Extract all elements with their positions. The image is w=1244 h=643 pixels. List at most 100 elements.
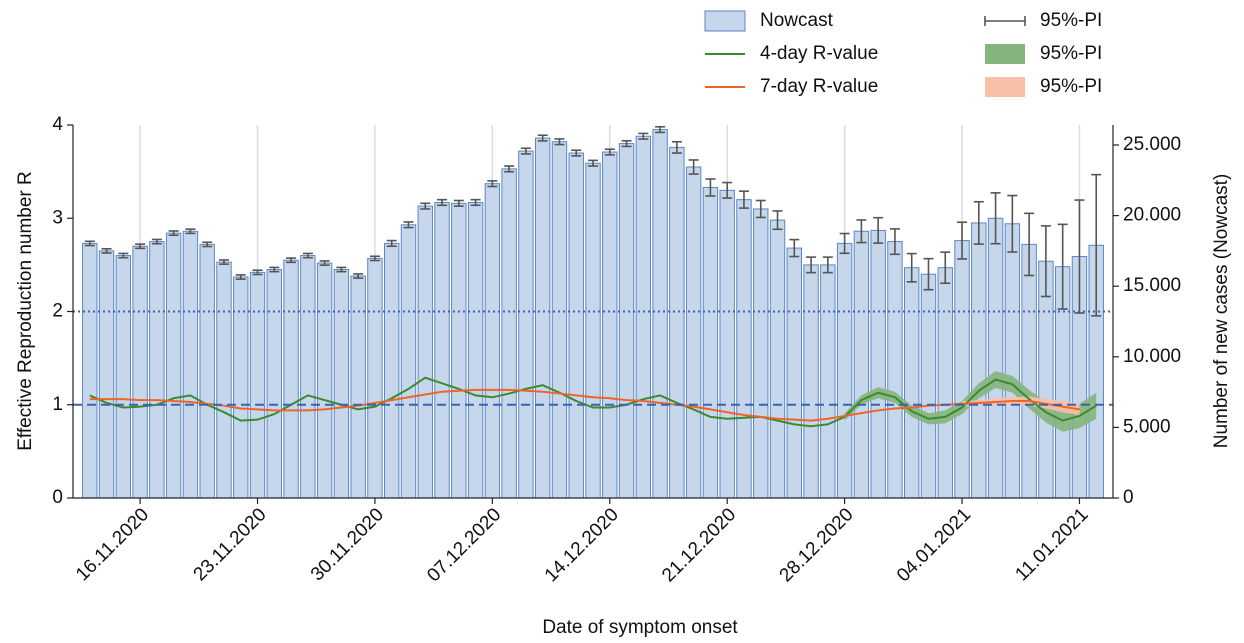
bar xyxy=(283,259,299,499)
bar xyxy=(451,202,467,499)
bar xyxy=(434,201,450,499)
error-bar xyxy=(135,243,146,250)
bar xyxy=(467,201,484,499)
error-bar xyxy=(655,125,666,134)
x-tick-label: 23.11.2020 xyxy=(190,504,271,585)
bar xyxy=(853,230,870,499)
x-tick-label: 16.11.2020 xyxy=(72,504,153,585)
bar xyxy=(685,166,702,499)
error-bar xyxy=(957,221,968,260)
error-bar xyxy=(319,260,330,266)
error-bar xyxy=(202,241,213,248)
bar xyxy=(149,241,165,499)
line xyxy=(89,376,1097,428)
bar xyxy=(400,224,417,499)
error-bar xyxy=(369,255,380,262)
bar xyxy=(652,129,668,499)
bar xyxy=(870,229,886,499)
y-tick-label: 4 xyxy=(52,114,63,135)
error-bar xyxy=(470,198,481,207)
bar xyxy=(618,143,635,499)
error-bar xyxy=(286,257,297,264)
error-bar xyxy=(1040,225,1051,298)
bar xyxy=(350,275,366,499)
bar xyxy=(954,240,970,499)
legend-label: 4-day R-value xyxy=(760,43,878,64)
legend-swatch xyxy=(985,44,1025,64)
error-bar xyxy=(185,228,196,235)
error-bar xyxy=(453,199,464,207)
bar xyxy=(367,257,383,499)
x-axis-title: Date of symptom onset xyxy=(542,617,738,638)
error-bar xyxy=(705,178,716,197)
bar xyxy=(920,273,937,499)
y2-tick-label: 25.000 xyxy=(1123,134,1181,155)
error-bar xyxy=(806,256,817,274)
legend-label: Nowcast xyxy=(760,10,834,31)
bar xyxy=(182,230,199,499)
error-bar xyxy=(151,238,162,245)
x-tick-label: 11.01.2021 xyxy=(1011,504,1092,585)
error-bar xyxy=(856,219,867,244)
bar xyxy=(199,243,215,499)
error-bar xyxy=(738,190,749,209)
y2-tick-label: 10.000 xyxy=(1123,346,1181,367)
error-bar xyxy=(353,273,364,279)
bar xyxy=(568,152,584,499)
bar xyxy=(132,245,148,499)
bar xyxy=(702,186,719,499)
error-bar xyxy=(923,257,934,291)
error-bar xyxy=(1007,194,1018,253)
legend-label: 95%-PI xyxy=(1040,10,1102,31)
error-bar xyxy=(403,221,414,229)
bar xyxy=(887,241,903,499)
bar xyxy=(82,242,98,499)
y-tick-label: 2 xyxy=(52,301,63,322)
bar xyxy=(669,146,685,499)
error-bar xyxy=(302,252,313,259)
bar xyxy=(333,269,350,499)
error-bar xyxy=(235,274,246,280)
error-bar xyxy=(873,216,884,244)
error-bar xyxy=(688,159,699,175)
y-tick-label: 0 xyxy=(52,487,63,508)
error-bar xyxy=(218,259,229,265)
bar xyxy=(266,269,283,499)
legend-label: 95%-PI xyxy=(1040,76,1102,97)
bar xyxy=(115,255,132,499)
error-bar xyxy=(252,269,263,276)
bar xyxy=(719,189,735,499)
error-bar xyxy=(537,134,548,142)
bar xyxy=(736,199,752,499)
error-bar xyxy=(118,252,129,259)
bar xyxy=(383,242,400,499)
legend-swatch xyxy=(984,16,1026,26)
line xyxy=(89,388,1080,422)
error-bar xyxy=(839,232,850,255)
x-tick-label: 30.11.2020 xyxy=(307,504,388,585)
error-bar xyxy=(269,266,280,273)
error-bar xyxy=(420,202,431,210)
bar xyxy=(769,219,786,499)
error-bar xyxy=(722,181,733,199)
bar xyxy=(937,267,953,499)
bar xyxy=(98,250,115,499)
y2-tick-label: 0 xyxy=(1123,487,1134,508)
error-bar xyxy=(621,139,632,148)
x-tick-label: 07.12.2020 xyxy=(423,504,505,586)
bar xyxy=(753,208,769,499)
legend-swatch xyxy=(985,77,1025,97)
bar xyxy=(165,232,182,499)
error-bar xyxy=(755,199,766,219)
bar xyxy=(1021,243,1037,499)
bar xyxy=(635,135,652,499)
error-bar xyxy=(588,159,598,167)
error-bar xyxy=(520,147,531,155)
bar xyxy=(903,267,920,499)
error-bar xyxy=(437,198,448,207)
x-tick-label: 14.12.2020 xyxy=(541,504,623,586)
bar xyxy=(820,264,836,499)
y-axis-title: Effective Reproduction number R xyxy=(15,171,36,451)
error-bar xyxy=(1091,173,1102,317)
